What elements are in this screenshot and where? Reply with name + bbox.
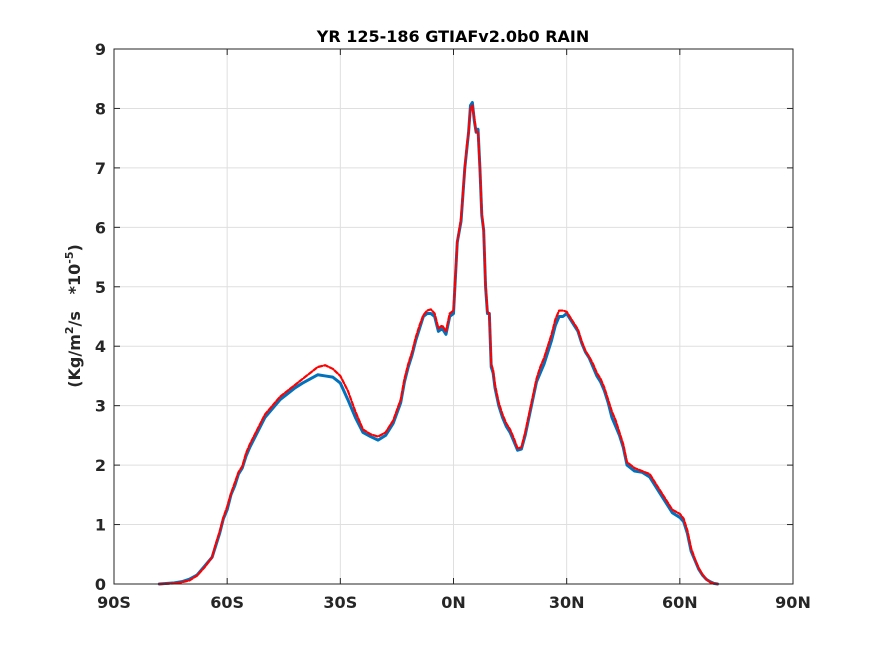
x-tick-label: 60S bbox=[210, 593, 244, 612]
x-tick-label: 60N bbox=[662, 593, 698, 612]
x-tick-label: 90N bbox=[775, 593, 811, 612]
series-line-red bbox=[158, 104, 719, 586]
y-axis-label: (Kg/m2/s *10-5) bbox=[63, 244, 84, 388]
y-tick-label: 4 bbox=[95, 337, 106, 356]
y-tick-label: 2 bbox=[95, 456, 106, 475]
y-tick-label: 8 bbox=[95, 99, 106, 118]
y-axis-label-part-3: /s *10 bbox=[65, 264, 84, 327]
y-tick-label: 9 bbox=[95, 40, 106, 59]
y-axis-label-superscript-exp: -5 bbox=[63, 252, 76, 264]
y-axis-label-superscript-2: 2 bbox=[63, 326, 76, 334]
ticks bbox=[113, 48, 794, 585]
y-tick-label: 6 bbox=[95, 218, 106, 237]
y-tick-labels: 0 1 2 3 4 5 6 7 8 9 bbox=[95, 40, 106, 594]
y-tick-label: 3 bbox=[95, 397, 106, 416]
y-tick-label: 5 bbox=[95, 278, 106, 297]
x-tick-label: 30S bbox=[323, 593, 357, 612]
x-tick-label: 30N bbox=[549, 593, 585, 612]
y-tick-label: 0 bbox=[95, 575, 106, 594]
y-tick-label: 1 bbox=[95, 516, 106, 535]
y-tick-label: 7 bbox=[95, 159, 106, 178]
x-tick-labels: 90S 60S 30S 0N 30N 60N 90N bbox=[97, 593, 811, 612]
y-axis-label-part-5: ) bbox=[65, 244, 84, 251]
series-layer bbox=[157, 101, 720, 586]
chart-title: YR 125-186 GTIAFv2.0b0 RAIN bbox=[316, 27, 590, 46]
x-tick-label: 0N bbox=[441, 593, 466, 612]
y-axis-label-part-1: (Kg/m bbox=[65, 334, 84, 388]
x-tick-label: 90S bbox=[97, 593, 131, 612]
